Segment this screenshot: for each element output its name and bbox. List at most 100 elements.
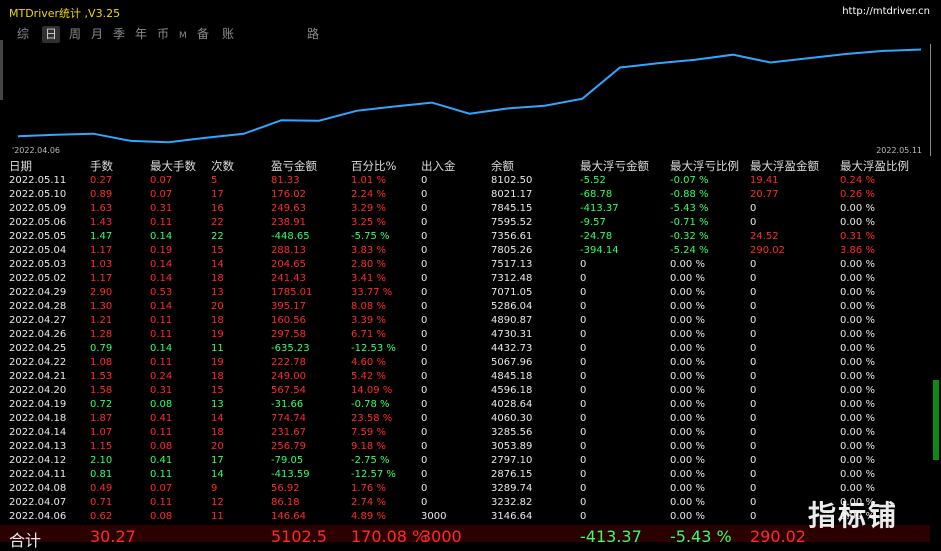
table-row[interactable]: 2022.04.21 1.53 0.24 18 249.00 5.42 % 0 4845.18… — [0, 371, 930, 385]
cell-fpp: 0.24 % — [840, 175, 875, 186]
table-row[interactable]: 2022.04.13 1.15 0.08 20 256.79 9.18 % 0 3053.89… — [0, 441, 930, 455]
table-header: 日期 手数 最大手数 次数 盈亏金额 百分比% 出入金 余额 最大浮亏金额 最大浮亏比例 最大浮盈金… — [0, 158, 930, 173]
cell-fpp: 0.00 % — [840, 441, 875, 452]
table-row[interactable]: 2022.04.25 0.79 0.14 11 -635.23 -12.53 % 0 4432… — [0, 343, 930, 357]
tab-2[interactable]: 周 — [69, 27, 82, 41]
cell-bal: 2876.15 — [491, 469, 533, 480]
table-row[interactable]: 2022.04.27 1.21 0.11 18 160.56 3.39 % 0 4890.87… — [0, 315, 930, 329]
tab-5[interactable]: 年 — [135, 27, 148, 41]
cell-pct: 6.71 % — [351, 329, 386, 340]
table-row[interactable]: 2022.04.11 0.81 0.11 14 -413.59 -12.57 % 0 2876… — [0, 469, 930, 483]
website-link[interactable]: http://mtdriver.cn — [842, 6, 930, 17]
table-row[interactable]: 2022.05.04 1.17 0.19 15 288.13 3.83 % 0 7805.26… — [0, 245, 930, 259]
cell-io: 0 — [421, 399, 428, 410]
cell-date: 2022.04.25 — [9, 343, 67, 354]
table-row[interactable]: 2022.04.06 0.62 0.08 11 146.64 4.89 % 3000 3146… — [0, 511, 930, 525]
cell-pct: 3.39 % — [351, 315, 386, 326]
cell-pct: 3.41 % — [351, 273, 386, 284]
cell-pl: 249.00 — [271, 371, 306, 382]
table-row[interactable]: 2022.05.06 1.43 0.11 22 238.91 3.25 % 0 7595.52… — [0, 217, 930, 231]
table-row[interactable]: 2022.05.09 1.63 0.31 16 249.63 3.29 % 0 7845.15… — [0, 203, 930, 217]
cell-date: 2022.05.09 — [9, 203, 67, 214]
cell-flp: 0.00 % — [670, 329, 705, 340]
cell-bal: 4890.87 — [491, 315, 533, 326]
cell-pct: 1.01 % — [351, 175, 386, 186]
cell-lots: 0.72 — [90, 399, 113, 410]
tab-3[interactable]: 月 — [91, 27, 104, 41]
total-fp: 290.02 — [750, 527, 806, 546]
table-row[interactable]: 2022.04.20 1.58 0.31 15 567.54 14.09 % 0 4596.1… — [0, 385, 930, 399]
cell-date: 2022.04.11 — [9, 469, 67, 480]
tab-1[interactable]: 日 — [42, 26, 61, 43]
cell-date: 2022.05.02 — [9, 273, 67, 284]
table-row[interactable]: 2022.04.28 1.30 0.14 20 395.17 8.08 % 0 5286.04… — [0, 301, 930, 315]
cell-fpp: 0.00 % — [840, 399, 875, 410]
cell-io: 0 — [421, 371, 428, 382]
cell-bal: 7071.05 — [491, 287, 533, 298]
cell-date: 2022.05.04 — [9, 245, 67, 256]
cell-fp: 0 — [750, 469, 757, 480]
cell-bal: 5067.96 — [491, 357, 533, 368]
table-row[interactable]: 2022.05.10 0.89 0.07 17 176.02 2.24 % 0 8021.17… — [0, 189, 930, 203]
cell-fpp: 0.00 % — [840, 287, 875, 298]
header-4: 盈亏金额 — [271, 159, 317, 173]
cell-lots: 0.79 — [90, 343, 113, 354]
cell-fl: 0 — [580, 427, 587, 438]
cell-count: 14 — [211, 413, 224, 424]
tab-0[interactable]: 综 — [17, 27, 30, 41]
cell-fl: 0 — [580, 455, 587, 466]
table-row[interactable]: 2022.04.29 2.90 0.53 13 1785.01 33.77 % 0 7071.… — [0, 287, 930, 301]
cell-io: 0 — [421, 357, 428, 368]
tab-8[interactable]: 备 — [197, 27, 210, 41]
cell-io: 0 — [421, 441, 428, 452]
header-9: 最大浮亏比例 — [670, 159, 739, 173]
cell-count: 14 — [211, 469, 224, 480]
table-row[interactable]: 2022.05.03 1.03 0.14 14 204.65 2.80 % 0 7517.13… — [0, 259, 930, 273]
cell-pl: 146.64 — [271, 511, 306, 522]
header-1: 手数 — [90, 159, 113, 173]
cell-count: 17 — [211, 455, 224, 466]
table-row[interactable]: 2022.04.26 1.28 0.11 19 297.58 6.71 % 0 4730.31… — [0, 329, 930, 343]
cell-fp: 0 — [750, 203, 757, 214]
cell-fl: 0 — [580, 399, 587, 410]
cell-io: 0 — [421, 385, 428, 396]
table-row[interactable]: 2022.04.18 1.87 0.41 14 774.74 23.58 % 0 4060.3… — [0, 413, 930, 427]
cell-fp: 0 — [750, 343, 757, 354]
table-row[interactable]: 2022.05.05 1.47 0.14 22 -448.65 -5.75 % 0 7356.… — [0, 231, 930, 245]
cell-count: 16 — [211, 203, 224, 214]
cell-bal: 8102.50 — [491, 175, 533, 186]
cell-fl: -68.78 — [580, 189, 613, 200]
cell-lots: 1.15 — [90, 441, 113, 452]
left-edge-marker — [0, 40, 3, 100]
table-row[interactable]: 2022.04.14 1.07 0.11 18 231.67 7.59 % 0 3285.56… — [0, 427, 930, 441]
table-row[interactable]: 2022.04.22 1.08 0.11 19 222.78 4.60 % 0 5067.96… — [0, 357, 930, 371]
tab-6[interactable]: 币 — [157, 27, 170, 41]
tab-7[interactable]: M — [179, 31, 187, 41]
table-row[interactable]: 2022.04.07 0.71 0.11 12 86.18 2.74 % 0 3232.82 0… — [0, 497, 930, 511]
cell-fpp: 0.00 % — [840, 259, 875, 270]
cell-flp: 0.00 % — [670, 315, 705, 326]
tab-10[interactable]: 路径 — [307, 27, 320, 58]
tab-9[interactable]: 账户 — [222, 27, 235, 58]
cell-maxlots: 0.41 — [150, 455, 173, 466]
cell-maxlots: 0.31 — [150, 385, 173, 396]
cell-fp: 0 — [750, 483, 757, 494]
cell-maxlots: 0.14 — [150, 231, 173, 242]
tab-4[interactable]: 季 — [113, 27, 126, 41]
cell-lots: 0.62 — [90, 511, 113, 522]
table-row[interactable]: 2022.04.19 0.72 0.08 13 -31.66 -0.78 % 0 4028.6… — [0, 399, 930, 413]
cell-maxlots: 0.11 — [150, 217, 173, 228]
table-row[interactable]: 2022.04.12 2.10 0.41 17 -79.05 -2.75 % 0 2797.1… — [0, 455, 930, 469]
table-row[interactable]: 2022.05.11 0.27 0.07 5 81.33 1.01 % 0 8102.50 -5… — [0, 175, 930, 189]
cell-date: 2022.04.08 — [9, 483, 67, 494]
cell-pct: 4.60 % — [351, 357, 386, 368]
table-row[interactable]: 2022.04.08 0.49 0.07 9 56.92 1.76 % 0 3289.74 0 0… — [0, 483, 930, 497]
cell-maxlots: 0.31 — [150, 203, 173, 214]
cell-flp: 0.00 % — [670, 273, 705, 284]
cell-date: 2022.04.06 — [9, 511, 67, 522]
cell-date: 2022.04.19 — [9, 399, 67, 410]
cell-pct: -0.78 % — [351, 399, 390, 410]
cell-pct: 2.24 % — [351, 189, 386, 200]
balance-line — [17, 48, 922, 144]
table-row[interactable]: 2022.05.02 1.17 0.14 18 241.43 3.41 % 0 7312.48… — [0, 273, 930, 287]
